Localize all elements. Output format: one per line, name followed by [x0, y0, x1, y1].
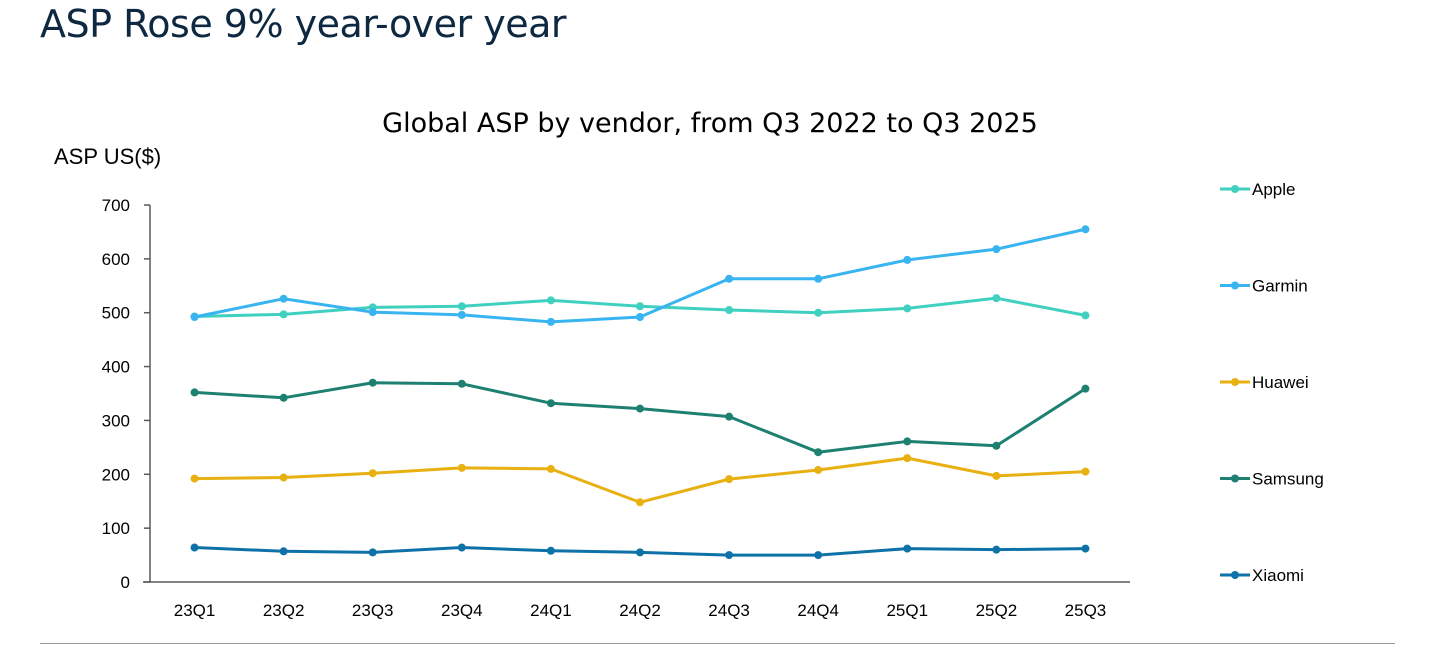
data-point-xiaomi	[903, 544, 912, 553]
slide-title: ASP Rose 9% year-over year	[40, 2, 567, 46]
data-point-huawei	[190, 474, 199, 483]
x-tick-label: 24Q1	[530, 601, 572, 620]
legend-swatch-marker	[1231, 281, 1239, 290]
data-point-huawei	[1081, 467, 1090, 476]
legend-label: Xiaomi	[1252, 566, 1304, 585]
y-tick-label: 0	[121, 573, 130, 592]
data-point-samsung	[190, 388, 199, 397]
legend-swatch-marker	[1231, 378, 1239, 386]
data-point-garmin	[368, 308, 377, 317]
legend-label: Huawei	[1252, 373, 1309, 392]
x-tick-label: 24Q3	[708, 601, 750, 620]
x-tick-label: 24Q2	[619, 601, 661, 620]
x-tick-label: 23Q3	[352, 601, 394, 620]
data-point-samsung	[725, 412, 734, 421]
data-point-xiaomi	[725, 551, 734, 560]
data-point-huawei	[903, 454, 912, 463]
data-point-garmin	[814, 274, 823, 283]
legend-label: Samsung	[1252, 470, 1324, 489]
data-point-apple	[457, 302, 466, 311]
x-tick-label: 23Q1	[174, 601, 216, 620]
data-point-huawei	[546, 464, 555, 473]
legend-swatch-marker	[1231, 474, 1239, 483]
data-point-garmin	[992, 245, 1001, 254]
data-point-samsung	[1081, 384, 1090, 393]
data-point-xiaomi	[368, 548, 377, 557]
data-point-huawei	[368, 469, 377, 478]
data-point-xiaomi	[992, 545, 1001, 554]
data-point-samsung	[992, 441, 1001, 450]
data-point-huawei	[814, 465, 823, 474]
data-point-xiaomi	[457, 543, 466, 552]
y-axis-label: ASP US($)	[54, 144, 162, 169]
data-point-apple	[903, 304, 912, 313]
divider	[40, 643, 1395, 644]
data-point-samsung	[457, 379, 466, 388]
x-tick-label: 25Q3	[1065, 601, 1107, 620]
data-point-garmin	[636, 313, 644, 322]
data-point-samsung	[279, 393, 288, 402]
data-point-samsung	[814, 448, 823, 457]
legend-label: Apple	[1252, 180, 1295, 199]
data-point-apple	[279, 310, 288, 319]
y-tick-label: 100	[102, 519, 130, 538]
data-point-huawei	[279, 473, 288, 482]
data-point-samsung	[636, 404, 644, 413]
data-point-garmin	[457, 310, 466, 319]
data-point-samsung	[546, 399, 555, 408]
data-point-xiaomi	[546, 546, 555, 555]
y-tick-label: 600	[102, 250, 130, 269]
data-point-xiaomi	[814, 551, 823, 560]
data-point-huawei	[992, 471, 1001, 480]
x-tick-label: 24Q4	[797, 601, 839, 620]
data-point-garmin	[903, 255, 912, 264]
legend-label: Garmin	[1252, 277, 1308, 296]
data-point-xiaomi	[279, 547, 288, 556]
data-point-apple	[814, 308, 823, 317]
y-tick-label: 200	[102, 465, 130, 484]
series-line-samsung	[194, 381, 1087, 454]
data-point-xiaomi	[636, 548, 644, 557]
data-point-samsung	[368, 378, 377, 387]
data-point-huawei	[636, 498, 644, 507]
data-point-garmin	[725, 274, 734, 283]
data-point-apple	[636, 302, 644, 311]
data-point-garmin	[279, 294, 288, 303]
x-tick-label: 23Q2	[263, 601, 305, 620]
data-point-garmin	[546, 317, 555, 326]
x-tick-label: 25Q2	[976, 601, 1018, 620]
data-point-xiaomi	[190, 543, 199, 552]
legend-swatch-marker	[1231, 185, 1239, 193]
y-tick-label: 700	[102, 196, 130, 215]
y-tick-label: 300	[102, 411, 130, 430]
data-point-garmin	[1081, 225, 1090, 234]
data-point-apple	[992, 294, 1001, 303]
data-point-xiaomi	[1081, 544, 1090, 553]
legend-swatch-marker	[1231, 571, 1239, 579]
data-point-samsung	[903, 437, 912, 446]
y-tick-label: 500	[102, 304, 130, 323]
data-point-apple	[725, 306, 734, 315]
data-point-apple	[546, 296, 555, 305]
data-point-huawei	[725, 475, 734, 484]
x-tick-label: 23Q4	[441, 601, 483, 620]
data-point-huawei	[457, 463, 466, 472]
x-tick-label: 25Q1	[886, 601, 928, 620]
y-tick-label: 400	[102, 358, 130, 377]
data-point-garmin	[190, 313, 199, 322]
chart-title: Global ASP by vendor, from Q3 2022 to Q3…	[382, 108, 1038, 139]
data-point-apple	[1081, 311, 1090, 320]
series-line-huawei	[194, 456, 1086, 504]
